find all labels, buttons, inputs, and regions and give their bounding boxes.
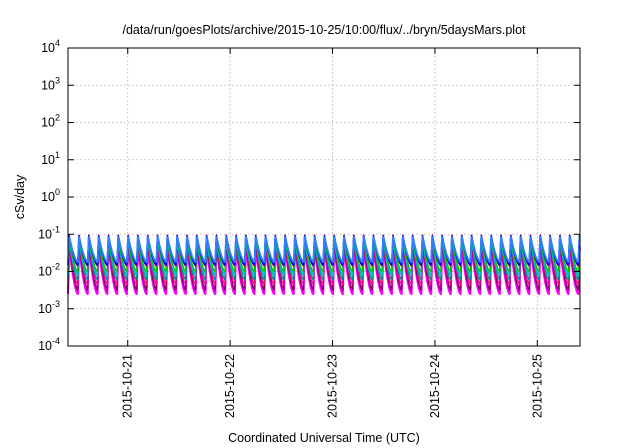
y-tick-label: 103 (41, 75, 60, 92)
y-tick-label: 100 (41, 187, 60, 204)
x-tick-label: 2015-10-25 (530, 354, 544, 418)
series-layer (66, 234, 582, 296)
grid (68, 48, 580, 346)
y-tick-label: 101 (41, 150, 60, 167)
y-tick-label: 10-4 (38, 336, 60, 353)
x-axis-label: Coordinated Universal Time (UTC) (228, 431, 420, 445)
x-tick-label: 2015-10-23 (326, 354, 340, 418)
series-line (67, 236, 581, 263)
x-tick-label: 2015-10-24 (428, 354, 442, 418)
y-tick-label: 102 (41, 113, 60, 130)
y-axis-label: cSv/day (13, 174, 27, 219)
x-tick-labels: 2015-10-21 2015-10-22 2015-10-23 2015-10-24… (121, 354, 545, 418)
x-tick-label: 2015-10-21 (121, 354, 135, 418)
y-tick-label: 104 (41, 38, 60, 55)
x-tick-label: 2015-10-22 (223, 354, 237, 418)
chart-title: /data/run/goesPlots/archive/2015-10-25/1… (122, 23, 526, 37)
y-tick-label: 10-2 (38, 262, 60, 279)
ticks (68, 47, 580, 347)
y-tick-labels: 10-4 10-3 10-2 10-1 100 101 102 103 104 (38, 38, 60, 353)
y-tick-label: 10-3 (38, 299, 60, 316)
y-tick-label: 10-1 (38, 224, 60, 241)
